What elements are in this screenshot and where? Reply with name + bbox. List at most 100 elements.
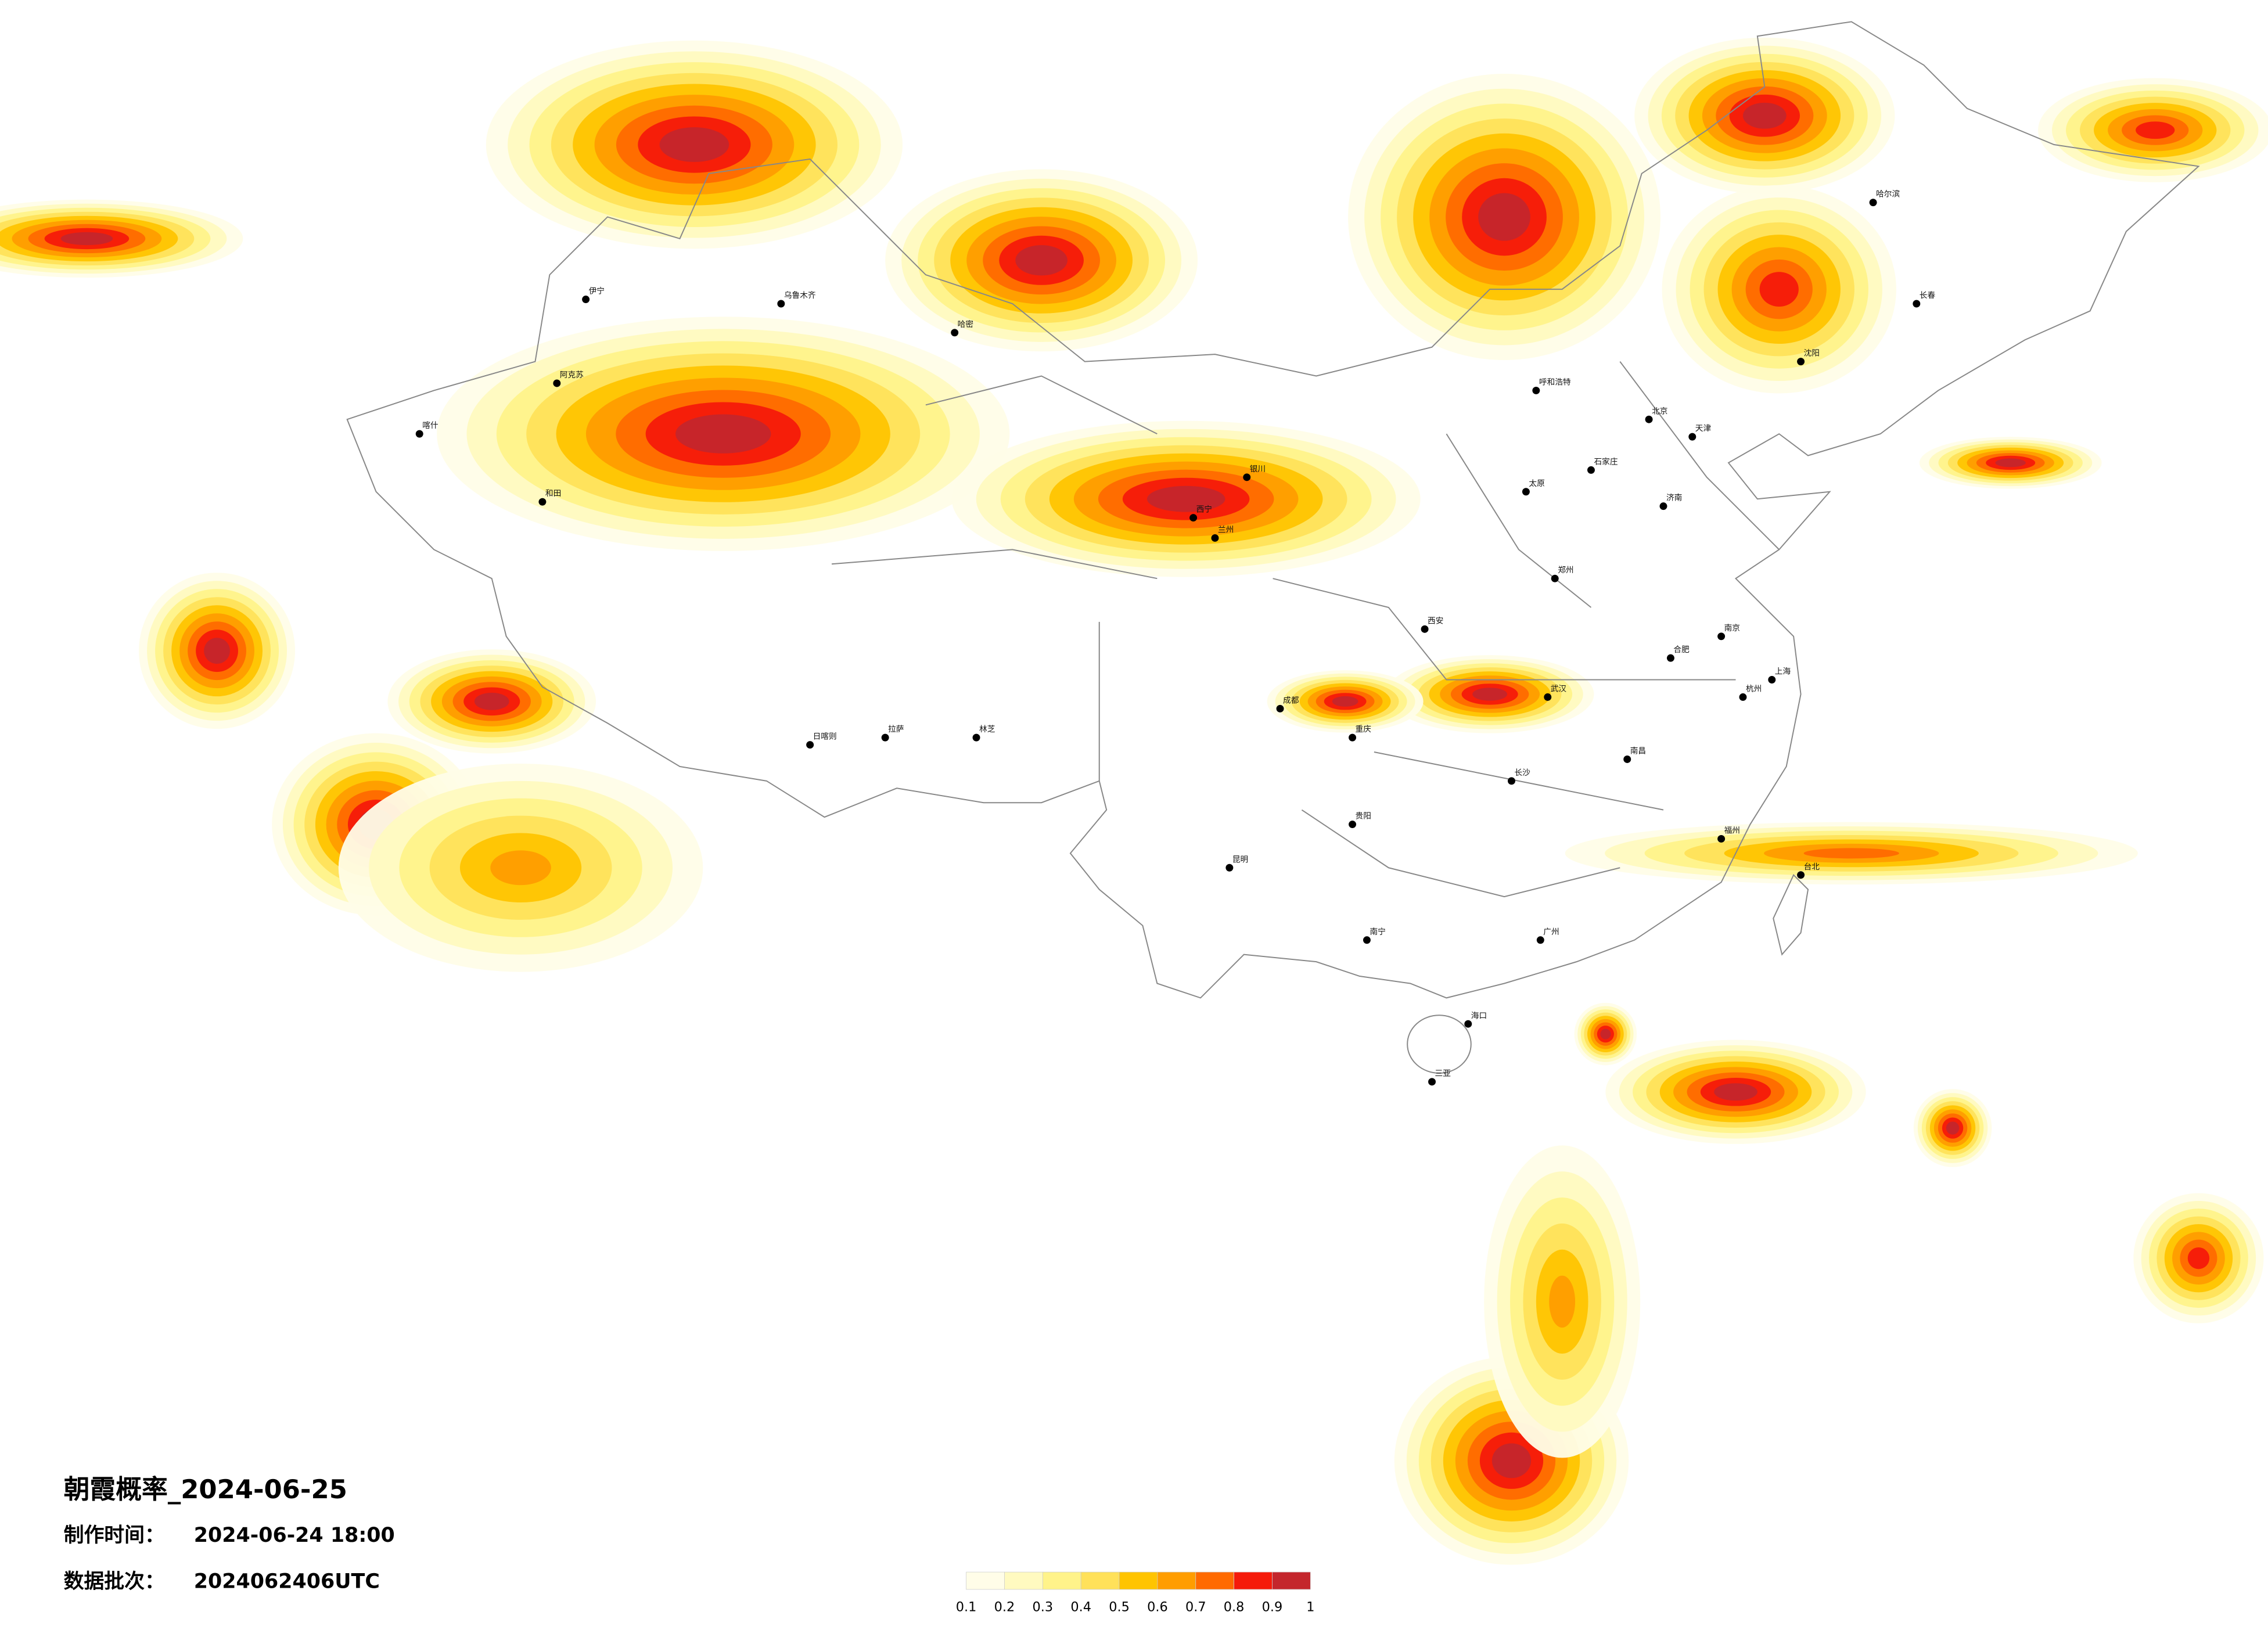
city-dot (1421, 625, 1429, 633)
city-dot (582, 296, 590, 303)
city-dot (1243, 473, 1251, 481)
probability-area (490, 850, 551, 886)
city-label: 沈阳 (1804, 349, 1820, 358)
legend-swatch (1195, 1571, 1234, 1590)
city-label: 哈密 (958, 319, 974, 329)
city-label: 南昌 (1630, 747, 1646, 756)
probability-area (1714, 1083, 1757, 1101)
city-dot (777, 300, 785, 308)
city-dot (1688, 433, 1696, 441)
city-dot (1508, 777, 1515, 785)
legend-swatch (1042, 1571, 1081, 1590)
legend-tick: 0.6 (1147, 1599, 1168, 1614)
probability-area (1472, 688, 1508, 701)
city-label: 呼和浩特 (1539, 377, 1571, 387)
city-label: 郑州 (1558, 566, 1573, 575)
probability-area (2187, 1247, 2210, 1269)
probability-area (1742, 102, 1787, 129)
city-label: 阿克苏 (560, 370, 584, 380)
probability-area (675, 414, 771, 454)
city-dot (1768, 676, 1776, 684)
city-label: 贵阳 (1356, 812, 1371, 821)
hainan (1407, 1015, 1472, 1074)
city-label: 太原 (1529, 479, 1544, 488)
city-label: 西宁 (1196, 505, 1212, 515)
city-label: 三亚 (1435, 1069, 1451, 1078)
city-label: 杭州 (1746, 684, 1762, 693)
city-label: 拉萨 (888, 725, 904, 734)
probability-area (204, 638, 230, 664)
city-label: 西安 (1428, 616, 1443, 625)
probability-area (60, 232, 113, 246)
probability-area (1146, 485, 1225, 512)
city-label: 上海 (1775, 667, 1791, 677)
legend-tick: 0.5 (1109, 1599, 1130, 1614)
city-dot (538, 498, 547, 506)
probability-area (1803, 848, 1899, 859)
city-dot (1544, 693, 1552, 701)
city-label: 济南 (1666, 494, 1682, 503)
city-label: 武汉 (1551, 684, 1567, 693)
city-dot (881, 733, 889, 742)
legend-tick: 0.2 (994, 1599, 1015, 1614)
city-dot (1551, 574, 1559, 582)
city-label: 成都 (1283, 696, 1299, 705)
country-outline (346, 21, 2200, 999)
city-dot (1276, 704, 1284, 713)
probability-area (1549, 1275, 1576, 1328)
probability-area (2136, 121, 2175, 139)
city-dot (1869, 199, 1877, 207)
city-dot (1913, 300, 1921, 308)
city-label: 昆明 (1232, 855, 1248, 864)
city-dot (1659, 502, 1667, 510)
city-label: 长春 (1920, 291, 1936, 300)
legend-tick: 0.1 (956, 1599, 977, 1614)
city-label: 伊宁 (589, 286, 605, 296)
city-dot (1739, 693, 1747, 701)
city-dot (415, 430, 423, 438)
city-label: 北京 (1652, 406, 1667, 416)
legend-swatch (1234, 1571, 1273, 1590)
city-dot (1532, 386, 1540, 394)
city-label: 和田 (545, 489, 561, 498)
legend-tick: 0.7 (1185, 1599, 1206, 1614)
city-dot (1428, 1078, 1436, 1086)
production-value: 2024-06-24 18:00 (194, 1524, 395, 1547)
city-dot (1645, 415, 1653, 423)
city-dot (1225, 864, 1234, 872)
legend-swatch (1119, 1571, 1158, 1590)
city-label: 合肥 (1673, 645, 1690, 654)
city-dot (1363, 936, 1371, 944)
legend-swatch (966, 1571, 1005, 1590)
city-dot (1522, 488, 1530, 496)
probability-area (659, 127, 729, 162)
probability-area (1491, 1443, 1532, 1478)
probability-area (1600, 1028, 1611, 1039)
city-label: 银川 (1250, 465, 1266, 474)
city-dot (1717, 632, 1726, 641)
city-dot (1211, 534, 1219, 542)
legend: 0.1 0.2 0.3 0.4 0.5 0.6 0.7 0.8 0.9 1 (956, 1571, 1314, 1614)
city-dot (1464, 1020, 1472, 1028)
legend-swatch (1272, 1571, 1311, 1590)
legend-swatch (1080, 1571, 1120, 1590)
city-label: 海口 (1471, 1011, 1487, 1020)
legend-tick: 0.8 (1224, 1599, 1245, 1614)
city-label: 南宁 (1370, 927, 1385, 937)
city-dot (1349, 821, 1357, 829)
probability-area (1015, 245, 1067, 276)
production-label: 制作时间： (64, 1524, 165, 1547)
legend-tick: 0.9 (1262, 1599, 1283, 1614)
city-label: 日喀则 (813, 732, 837, 742)
city-dot (1623, 756, 1631, 763)
city-dot (806, 741, 814, 749)
probability-field (0, 37, 2268, 1565)
probability-area (1332, 696, 1358, 707)
city-dot (1189, 514, 1198, 522)
city-dot (1717, 834, 1726, 843)
probability-area (1995, 458, 2026, 467)
legend-tick: 0.3 (1033, 1599, 1054, 1614)
probability-area (474, 692, 509, 710)
city-dot (553, 379, 561, 387)
